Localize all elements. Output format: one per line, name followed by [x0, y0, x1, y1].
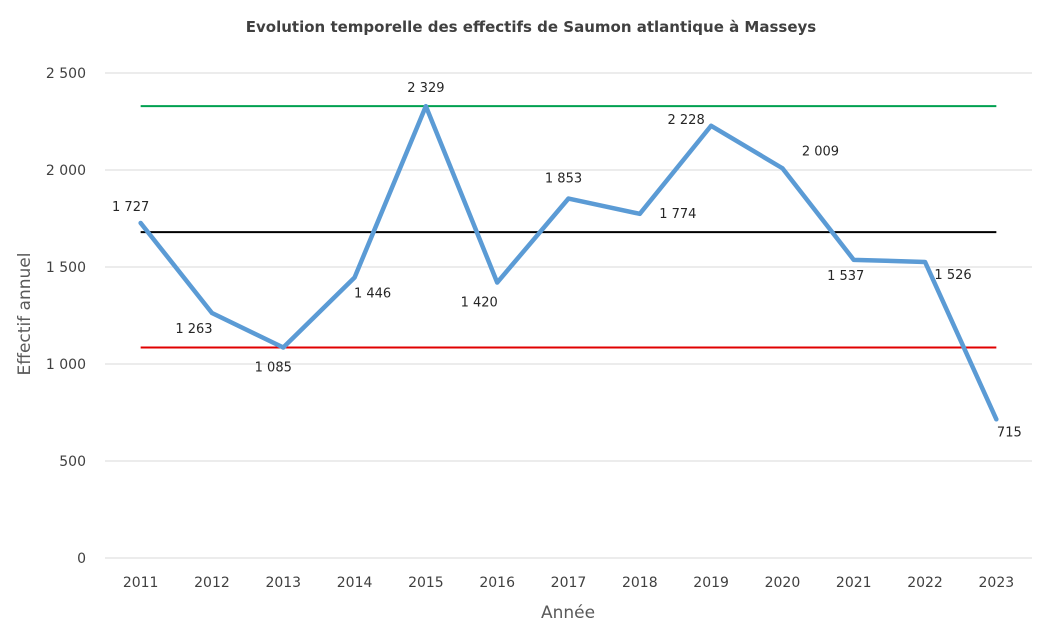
x-tick-label: 2011 — [123, 575, 159, 591]
data-label: 1 085 — [255, 361, 292, 376]
data-point — [923, 259, 928, 264]
y-axis-ticks: 0 500 1 000 1 500 2 000 2 500 — [46, 66, 86, 567]
data-point — [994, 417, 999, 422]
x-tick-label: 2015 — [408, 575, 444, 591]
data-label: 1 537 — [827, 269, 864, 284]
data-point — [423, 104, 428, 109]
x-tick-label: 2020 — [765, 575, 801, 591]
gridlines — [105, 72, 1032, 559]
data-labels: 1 727 1 263 1 085 1 446 2 329 1 420 1 853 1 774… — [112, 81, 1022, 440]
reference-lines — [140, 105, 997, 349]
y-tick-label: 0 — [77, 551, 86, 567]
data-point — [495, 280, 500, 285]
data-point — [138, 220, 143, 225]
y-tick-label: 1 000 — [46, 357, 86, 373]
x-tick-label: 2016 — [479, 575, 515, 591]
y-axis-title: Effectif annuel — [15, 253, 35, 376]
data-point — [281, 345, 286, 350]
data-label: 1 526 — [934, 268, 971, 283]
x-tick-label: 2023 — [979, 575, 1015, 591]
data-label: 1 727 — [112, 200, 149, 215]
data-label: 1 420 — [461, 296, 498, 311]
y-tick-label: 2 500 — [46, 66, 86, 82]
data-label: 2 009 — [802, 144, 839, 159]
data-label: 1 446 — [354, 286, 391, 301]
data-point — [709, 123, 714, 128]
x-tick-label: 2019 — [693, 575, 729, 591]
data-point — [851, 257, 856, 262]
y-tick-label: 1 500 — [46, 260, 86, 276]
data-label: 715 — [997, 425, 1022, 440]
data-point — [780, 166, 785, 171]
x-axis-title: Année — [541, 603, 595, 623]
x-tick-label: 2017 — [551, 575, 587, 591]
x-tick-label: 2022 — [907, 575, 943, 591]
data-label: 2 228 — [668, 113, 705, 128]
x-tick-label: 2013 — [265, 575, 301, 591]
x-tick-label: 2014 — [337, 575, 373, 591]
data-point — [637, 211, 642, 216]
chart-title: Evolution temporelle des effectifs de Sa… — [246, 18, 817, 36]
data-point — [566, 196, 571, 201]
x-tick-label: 2021 — [836, 575, 872, 591]
data-point — [352, 275, 357, 280]
x-axis-ticks: 2011 2012 2013 2014 2015 2016 2017 2018 2019 2020… — [123, 575, 1014, 591]
x-tick-label: 2012 — [194, 575, 230, 591]
series-layer — [138, 103, 999, 422]
data-label: 1 853 — [545, 172, 582, 187]
data-label: 1 263 — [175, 322, 212, 337]
y-tick-label: 2 000 — [46, 163, 86, 179]
x-tick-label: 2018 — [622, 575, 658, 591]
data-label: 1 774 — [659, 207, 696, 222]
y-tick-label: 500 — [59, 454, 86, 470]
data-point — [209, 310, 214, 315]
data-label: 2 329 — [407, 81, 444, 96]
